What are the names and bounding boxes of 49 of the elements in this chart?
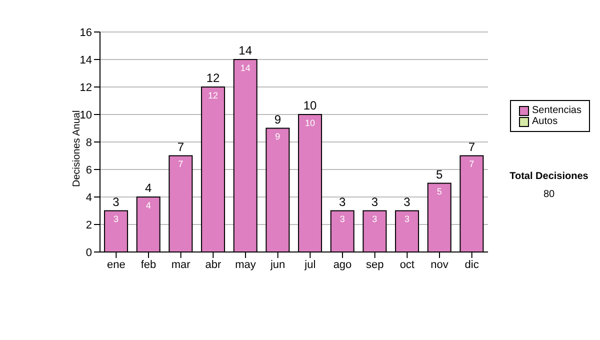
data-label: 3 xyxy=(372,214,378,224)
x-tick-label: ene xyxy=(106,258,126,271)
legend-label: Autos xyxy=(532,116,558,127)
text: 80 xyxy=(542,189,556,200)
total-label: 3 xyxy=(371,194,378,209)
text: Total Decisiones xyxy=(508,171,590,182)
total-label: 9 xyxy=(274,112,282,126)
total-label: 10 xyxy=(303,98,318,112)
x-tick-label: dic xyxy=(464,258,480,271)
x-tick-label: oct xyxy=(400,258,415,271)
data-label: 12 xyxy=(208,90,218,100)
x-tick-label: jun xyxy=(269,258,286,271)
data-label: 14 xyxy=(240,62,250,73)
data-label: 3 xyxy=(404,214,410,224)
data-label: 9 xyxy=(275,132,280,142)
y-tick-label: 0 xyxy=(86,246,92,259)
total-label: 7 xyxy=(177,140,184,154)
legend-label: Sentencias xyxy=(532,105,582,116)
total-label: 3 xyxy=(112,194,120,209)
x-tick-label: mar xyxy=(171,258,191,271)
total-label: 5 xyxy=(436,167,444,182)
data-label: 4 xyxy=(146,200,151,210)
x-tick-label: abr xyxy=(205,258,222,271)
x-tick-label: sep xyxy=(366,258,384,271)
x-tick-label: feb xyxy=(140,258,156,271)
x-tick-label: nov xyxy=(430,258,449,271)
data-label: 7 xyxy=(469,159,474,170)
y-tick-label: 8 xyxy=(86,136,92,149)
total-label: 3 xyxy=(404,194,411,209)
data-label: 10 xyxy=(305,118,316,128)
x-tick-label: ago xyxy=(333,258,352,271)
total-label: 14 xyxy=(238,44,252,58)
total-label: 7 xyxy=(468,140,476,154)
y-tick-label: 4 xyxy=(86,192,92,204)
y-tick-label: 6 xyxy=(86,164,92,176)
y-tick-label: 12 xyxy=(80,82,92,94)
y-tick-label: 16 xyxy=(80,26,92,39)
x-tick-label: may xyxy=(235,258,256,271)
data-label: 3 xyxy=(340,214,345,224)
data-label: 5 xyxy=(436,186,442,197)
y-tick-label: 14 xyxy=(80,54,92,66)
total-label: 12 xyxy=(206,71,220,85)
y-tick-label: 10 xyxy=(80,109,92,122)
data-label: 7 xyxy=(178,159,184,170)
x-tick-label: jul xyxy=(304,258,316,271)
data-label: 3 xyxy=(114,214,119,224)
total-label: 4 xyxy=(145,181,152,195)
total-label: 3 xyxy=(339,194,346,209)
y-tick-label: 2 xyxy=(86,219,92,232)
